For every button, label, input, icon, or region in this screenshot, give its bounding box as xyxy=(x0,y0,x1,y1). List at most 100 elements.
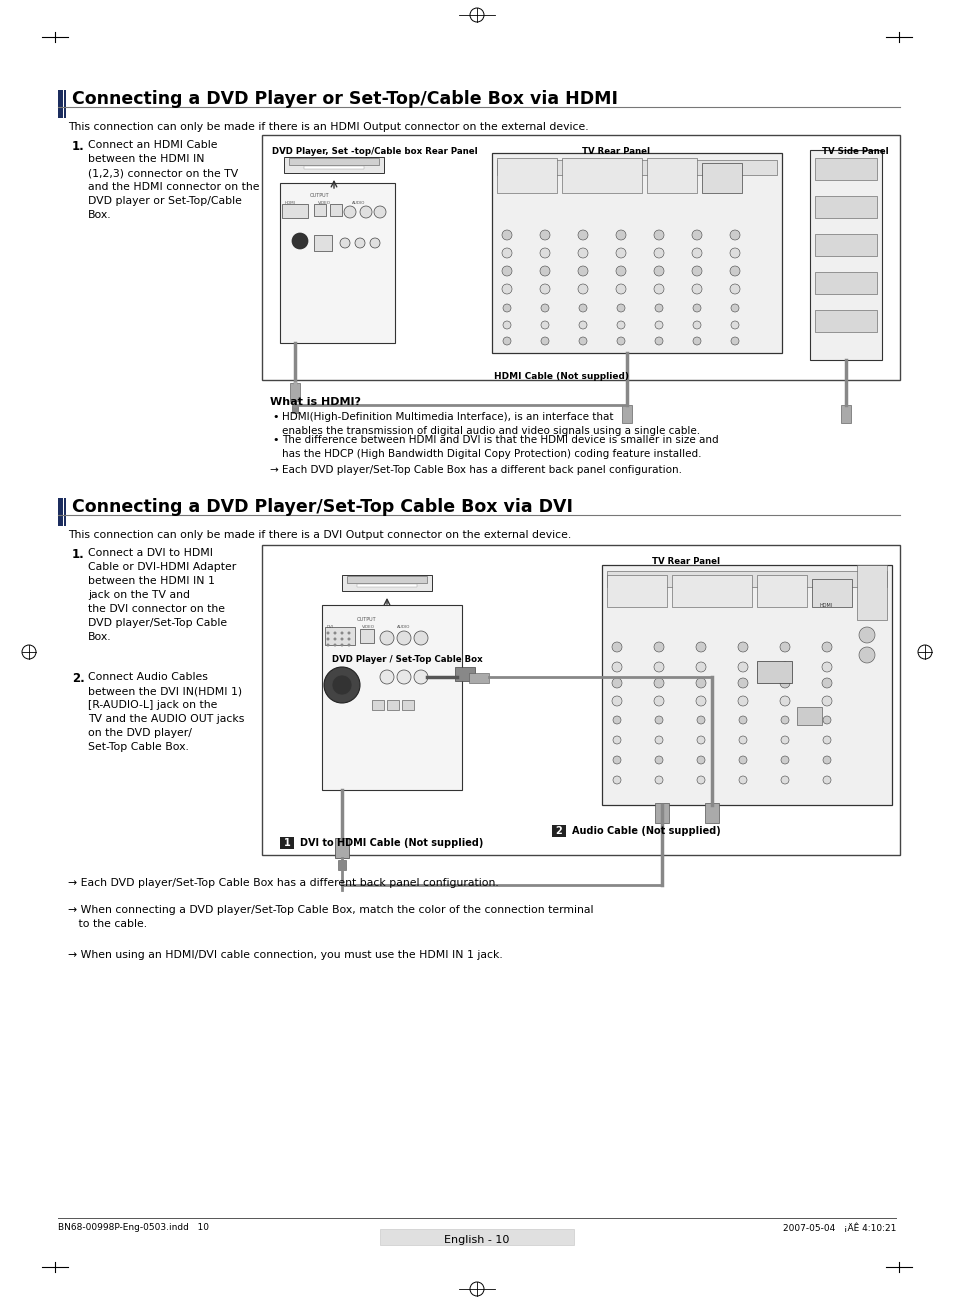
Bar xyxy=(814,158,876,180)
Bar xyxy=(856,565,886,619)
Circle shape xyxy=(739,756,746,764)
Bar xyxy=(561,158,641,193)
Circle shape xyxy=(332,675,352,695)
Text: → When using an HDMI/DVI cable connection, you must use the HDMI IN 1 jack.: → When using an HDMI/DVI cable connectio… xyxy=(68,951,502,960)
Text: Connect an HDMI Cable
between the HDMI IN
(1,2,3) connector on the TV
and the HD: Connect an HDMI Cable between the HDMI I… xyxy=(88,140,259,220)
Circle shape xyxy=(655,304,662,312)
Bar xyxy=(841,406,850,422)
Circle shape xyxy=(654,230,663,240)
Bar xyxy=(379,1228,574,1245)
Bar xyxy=(757,575,806,606)
Circle shape xyxy=(578,266,587,276)
Bar xyxy=(289,158,378,166)
Circle shape xyxy=(347,643,350,647)
Text: Connect a DVI to HDMI
Cable or DVI-HDMI Adapter
between the HDMI IN 1
jack on th: Connect a DVI to HDMI Cable or DVI-HDMI … xyxy=(88,548,236,642)
Text: VIDEO: VIDEO xyxy=(317,201,331,205)
Circle shape xyxy=(540,321,548,329)
Bar xyxy=(387,700,398,709)
Text: DVD Player / Set-Top Cable Box: DVD Player / Set-Top Cable Box xyxy=(332,655,482,664)
Text: VIDEO: VIDEO xyxy=(361,625,375,629)
Text: OUTPUT: OUTPUT xyxy=(310,193,330,198)
Circle shape xyxy=(396,631,411,645)
Circle shape xyxy=(858,647,874,662)
Circle shape xyxy=(501,248,512,258)
Circle shape xyxy=(326,643,329,647)
Circle shape xyxy=(396,670,411,685)
Text: DVI: DVI xyxy=(327,625,334,629)
Circle shape xyxy=(540,336,548,346)
Text: HDMI Cable (Not supplied): HDMI Cable (Not supplied) xyxy=(494,372,629,381)
Circle shape xyxy=(858,627,874,643)
Circle shape xyxy=(616,230,625,240)
Circle shape xyxy=(739,776,746,784)
Circle shape xyxy=(692,336,700,346)
Circle shape xyxy=(691,248,701,258)
Circle shape xyxy=(822,776,830,784)
Circle shape xyxy=(334,643,336,647)
Bar xyxy=(401,700,414,709)
Circle shape xyxy=(347,638,350,640)
Circle shape xyxy=(654,678,663,689)
Circle shape xyxy=(613,735,620,745)
Bar xyxy=(814,196,876,218)
Circle shape xyxy=(655,735,662,745)
Text: •: • xyxy=(272,412,278,422)
Bar xyxy=(341,575,432,591)
Bar xyxy=(304,166,364,170)
Bar xyxy=(809,150,882,360)
Text: Connecting a DVD Player or Set-Top/Cable Box via HDMI: Connecting a DVD Player or Set-Top/Cable… xyxy=(71,90,618,108)
Circle shape xyxy=(696,662,705,672)
Circle shape xyxy=(339,239,350,248)
Circle shape xyxy=(578,336,586,346)
Bar xyxy=(262,136,899,379)
Text: HDMI: HDMI xyxy=(820,602,832,608)
Text: HDMI: HDMI xyxy=(285,201,295,205)
Text: → Each DVD player/Set-Top Cable Box has a different back panel configuration.: → Each DVD player/Set-Top Cable Box has … xyxy=(270,466,681,475)
Circle shape xyxy=(502,321,511,329)
Circle shape xyxy=(696,678,705,689)
Text: 2.: 2. xyxy=(71,672,85,685)
Bar xyxy=(359,629,374,643)
Bar xyxy=(335,838,349,858)
Circle shape xyxy=(780,678,789,689)
Circle shape xyxy=(654,696,663,705)
Circle shape xyxy=(414,670,428,685)
Circle shape xyxy=(697,776,704,784)
Bar xyxy=(280,837,294,849)
Circle shape xyxy=(692,304,700,312)
Circle shape xyxy=(540,304,548,312)
Circle shape xyxy=(730,336,739,346)
Circle shape xyxy=(539,248,550,258)
Circle shape xyxy=(355,239,365,248)
Circle shape xyxy=(539,230,550,240)
Bar xyxy=(671,575,751,606)
Bar xyxy=(325,627,355,645)
Bar xyxy=(262,545,899,855)
Circle shape xyxy=(501,230,512,240)
Circle shape xyxy=(613,756,620,764)
Circle shape xyxy=(501,266,512,276)
Circle shape xyxy=(729,230,740,240)
Bar xyxy=(280,183,395,343)
Circle shape xyxy=(379,631,394,645)
Circle shape xyxy=(578,230,587,240)
Circle shape xyxy=(414,631,428,645)
Bar xyxy=(814,273,876,293)
Circle shape xyxy=(654,266,663,276)
Circle shape xyxy=(781,756,788,764)
Circle shape xyxy=(324,668,359,703)
Bar xyxy=(814,233,876,256)
Circle shape xyxy=(340,638,343,640)
Circle shape xyxy=(539,266,550,276)
Text: 1: 1 xyxy=(283,838,290,848)
Bar xyxy=(314,203,326,216)
Bar xyxy=(356,584,416,587)
Circle shape xyxy=(374,206,386,218)
Circle shape xyxy=(334,631,336,635)
Circle shape xyxy=(379,670,394,685)
Text: TV Rear Panel: TV Rear Panel xyxy=(651,557,720,566)
Bar xyxy=(701,163,741,193)
Circle shape xyxy=(502,336,511,346)
Circle shape xyxy=(617,321,624,329)
Text: → Each DVD player/Set-Top Cable Box has a different back panel configuration.: → Each DVD player/Set-Top Cable Box has … xyxy=(68,878,498,888)
